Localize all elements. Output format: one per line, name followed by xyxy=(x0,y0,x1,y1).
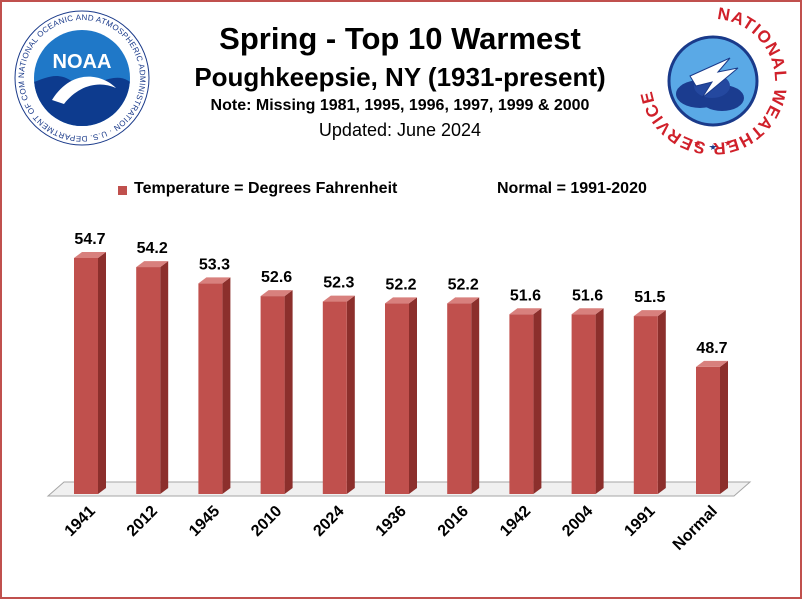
category-label: 2012 xyxy=(124,503,161,540)
value-label: 51.6 xyxy=(510,287,541,304)
star-icon xyxy=(724,140,732,146)
bar-1941 xyxy=(74,252,106,494)
category-label: 1945 xyxy=(186,503,223,540)
value-label: 54.7 xyxy=(74,231,105,248)
category-label: Normal xyxy=(670,503,721,554)
star-icon xyxy=(694,140,702,146)
value-label: 54.2 xyxy=(137,240,168,257)
bar-1991 xyxy=(633,310,666,494)
bar-1945 xyxy=(198,277,231,494)
missing-years-note: Note: Missing 1981, 1995, 1996, 1997, 19… xyxy=(210,97,590,114)
chart-title: Spring - Top 10 Warmest xyxy=(219,21,581,56)
category-label: 2016 xyxy=(435,503,472,540)
star-icon xyxy=(709,144,717,150)
value-label: 51.5 xyxy=(634,289,665,306)
legend-series-label: Temperature = Degrees Fahrenheit xyxy=(134,180,398,197)
updated-date: Updated: June 2024 xyxy=(318,120,482,140)
nws-logo: NATIONAL WEATHER SERVICE xyxy=(638,6,788,156)
category-label: 2024 xyxy=(310,503,347,540)
value-label: 52.2 xyxy=(385,276,416,293)
bar-1942 xyxy=(509,308,542,494)
bar-2024 xyxy=(322,295,355,494)
header: Spring - Top 10 Warmest Poughkeepsie, NY… xyxy=(150,18,650,142)
category-label: 1936 xyxy=(373,503,410,540)
bar-2010 xyxy=(260,290,293,494)
bar-normal xyxy=(696,360,728,494)
value-label: 52.2 xyxy=(448,276,479,293)
chart-subtitle: Poughkeepsie, NY (1931-present) xyxy=(194,62,606,92)
bar-1936 xyxy=(385,297,417,494)
category-label: 2004 xyxy=(559,503,596,540)
value-label: 52.6 xyxy=(261,269,292,286)
value-label: 53.3 xyxy=(199,256,230,273)
value-label: 48.7 xyxy=(696,340,727,357)
bar-2004 xyxy=(571,308,604,494)
category-label: 2010 xyxy=(248,503,285,540)
bar-2016 xyxy=(447,297,480,494)
value-label: 52.3 xyxy=(323,275,354,292)
category-label: 1942 xyxy=(497,503,534,540)
noaa-logo: NATIONAL OCEANIC AND ATMOSPHERIC ADMINIS… xyxy=(12,8,150,146)
legend-normal-label: Normal = 1991-2020 xyxy=(497,180,647,197)
legend-swatch xyxy=(118,186,127,195)
bar-2012 xyxy=(136,261,169,494)
value-label: 51.6 xyxy=(572,287,603,304)
noaa-text: NOAA xyxy=(53,51,112,73)
category-label: 1991 xyxy=(621,503,658,540)
category-label: 1941 xyxy=(62,503,99,540)
